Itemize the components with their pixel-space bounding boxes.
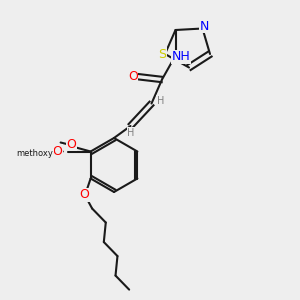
Text: H: H [128,128,135,138]
Text: O: O [128,70,138,83]
Text: O: O [66,137,76,151]
Text: O: O [80,188,90,202]
Text: S: S [159,47,167,61]
Text: N: N [199,20,209,33]
Text: H: H [157,95,164,106]
Text: O: O [53,145,63,158]
Text: NH: NH [172,50,190,64]
Text: methoxy: methoxy [17,148,54,158]
